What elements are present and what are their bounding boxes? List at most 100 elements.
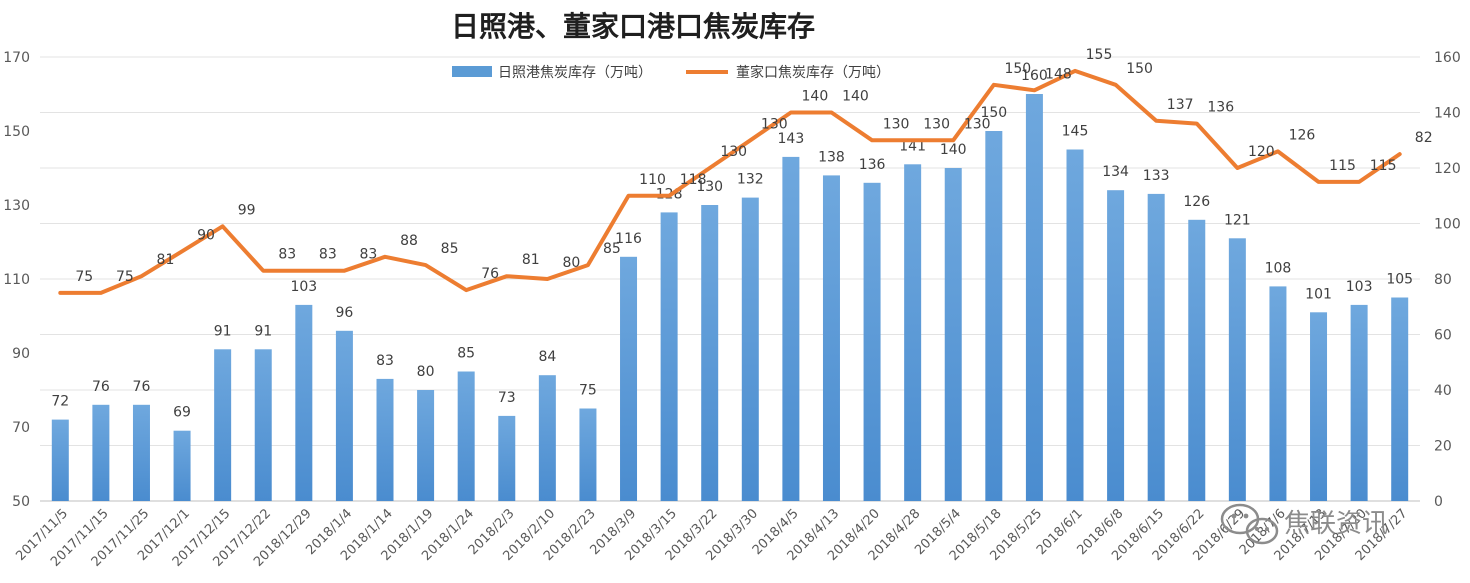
bar-value-label: 133 xyxy=(1143,168,1170,184)
bar-value-label: 84 xyxy=(538,349,556,365)
bar xyxy=(579,408,597,501)
line-value-label: 83 xyxy=(359,247,377,263)
bar xyxy=(51,419,69,501)
bar xyxy=(173,430,191,501)
left-tick-label: 50 xyxy=(12,494,30,510)
line-value-label: 150 xyxy=(1126,61,1153,77)
bar xyxy=(214,349,232,501)
line-point xyxy=(1358,181,1360,183)
line-value-label: 75 xyxy=(75,269,93,285)
bar-value-label: 140 xyxy=(940,142,967,158)
line-point xyxy=(59,292,61,294)
bar xyxy=(904,164,922,502)
bar xyxy=(254,349,272,501)
bar xyxy=(295,304,313,501)
right-tick-label: 120 xyxy=(1434,161,1461,177)
bar-value-label: 121 xyxy=(1224,212,1251,228)
bar-value-label: 145 xyxy=(1062,124,1089,140)
line-point xyxy=(262,270,264,272)
line-value-label: 148 xyxy=(1045,66,1072,82)
legend: 日照港焦炭库存（万吨） 董家口焦炭库存（万吨） xyxy=(452,64,890,81)
bar xyxy=(822,175,840,501)
bar xyxy=(335,330,353,501)
left-tick-label: 150 xyxy=(3,124,30,140)
line-point xyxy=(425,264,427,266)
bar xyxy=(1066,149,1084,501)
line-value-label: 136 xyxy=(1207,100,1234,116)
bar xyxy=(376,378,394,501)
bar xyxy=(538,375,556,501)
line-value-label: 130 xyxy=(761,116,788,132)
bar xyxy=(92,404,110,501)
bar xyxy=(741,197,759,501)
legend-bar-swatch xyxy=(452,66,492,77)
bar-value-label: 91 xyxy=(214,323,232,339)
line-point xyxy=(993,84,995,86)
line-value-label: 115 xyxy=(1370,158,1397,174)
bar xyxy=(1147,193,1165,501)
bar xyxy=(417,390,435,501)
line-point xyxy=(1155,120,1157,122)
line-value-label: 80 xyxy=(562,255,580,271)
line-value-label: 140 xyxy=(802,89,829,105)
bar-value-label: 85 xyxy=(457,346,475,362)
line-value-label: 120 xyxy=(1248,144,1275,160)
line-value-label: 150 xyxy=(1004,61,1031,77)
line-point xyxy=(749,139,751,141)
line-point xyxy=(952,139,954,141)
bar-value-label: 143 xyxy=(778,131,805,147)
right-tick-label: 40 xyxy=(1434,383,1452,399)
line-value-label: 88 xyxy=(400,233,418,249)
line-point xyxy=(343,270,345,272)
line-point xyxy=(1236,167,1238,169)
line-point xyxy=(709,167,711,169)
bar-series xyxy=(51,94,1409,502)
bar-value-label: 76 xyxy=(133,379,151,395)
line-series xyxy=(58,68,1402,295)
bar xyxy=(132,404,150,501)
right-tick-label: 0 xyxy=(1434,494,1443,510)
right-tick-label: 100 xyxy=(1434,217,1461,233)
line-point xyxy=(1115,84,1117,86)
bar-value-label: 138 xyxy=(818,149,845,165)
left-tick-label: 70 xyxy=(12,420,30,436)
line-point xyxy=(1277,150,1279,152)
line-point xyxy=(506,275,508,277)
left-tick-label: 130 xyxy=(3,198,30,214)
line-point xyxy=(1196,123,1198,125)
bar-value-label: 126 xyxy=(1183,194,1210,210)
watermark-text: 焦联资讯 xyxy=(1284,509,1388,539)
line-value-label: 75 xyxy=(116,269,134,285)
gridlines xyxy=(40,56,1420,502)
line-value-label: 90 xyxy=(197,227,215,243)
bar-value-label: 132 xyxy=(737,172,764,188)
left-tick-label: 110 xyxy=(3,272,30,288)
line-point xyxy=(790,112,792,113)
line-value-label: 99 xyxy=(238,202,256,218)
line-point xyxy=(384,256,386,258)
line-value-label: 155 xyxy=(1086,47,1113,63)
line-point xyxy=(912,139,914,141)
wechat-icon xyxy=(1220,503,1279,545)
right-tick-label: 20 xyxy=(1434,439,1452,455)
bar xyxy=(660,212,678,501)
bar-value-label: 103 xyxy=(1346,279,1373,295)
chart-title: 日照港、董家口港口焦炭库存 xyxy=(451,10,815,43)
bar xyxy=(1391,297,1409,501)
line-value-label: 140 xyxy=(842,89,869,105)
bar xyxy=(1188,219,1206,502)
legend-line-label: 董家口焦炭库存（万吨） xyxy=(736,64,890,81)
watermark: 焦联资讯 xyxy=(1220,503,1388,545)
line-path xyxy=(58,68,1402,295)
line-value-label: 81 xyxy=(157,252,175,268)
line-point xyxy=(181,250,183,252)
line-value-label: 110 xyxy=(639,172,666,188)
bar-value-label: 80 xyxy=(417,364,435,380)
bar xyxy=(1228,238,1246,502)
bar xyxy=(985,131,1003,501)
line-value-label: 115 xyxy=(1329,158,1356,174)
right-tick-label: 60 xyxy=(1434,328,1452,344)
line-value-label: 83 xyxy=(319,247,337,263)
line-value-label: 118 xyxy=(680,172,707,188)
